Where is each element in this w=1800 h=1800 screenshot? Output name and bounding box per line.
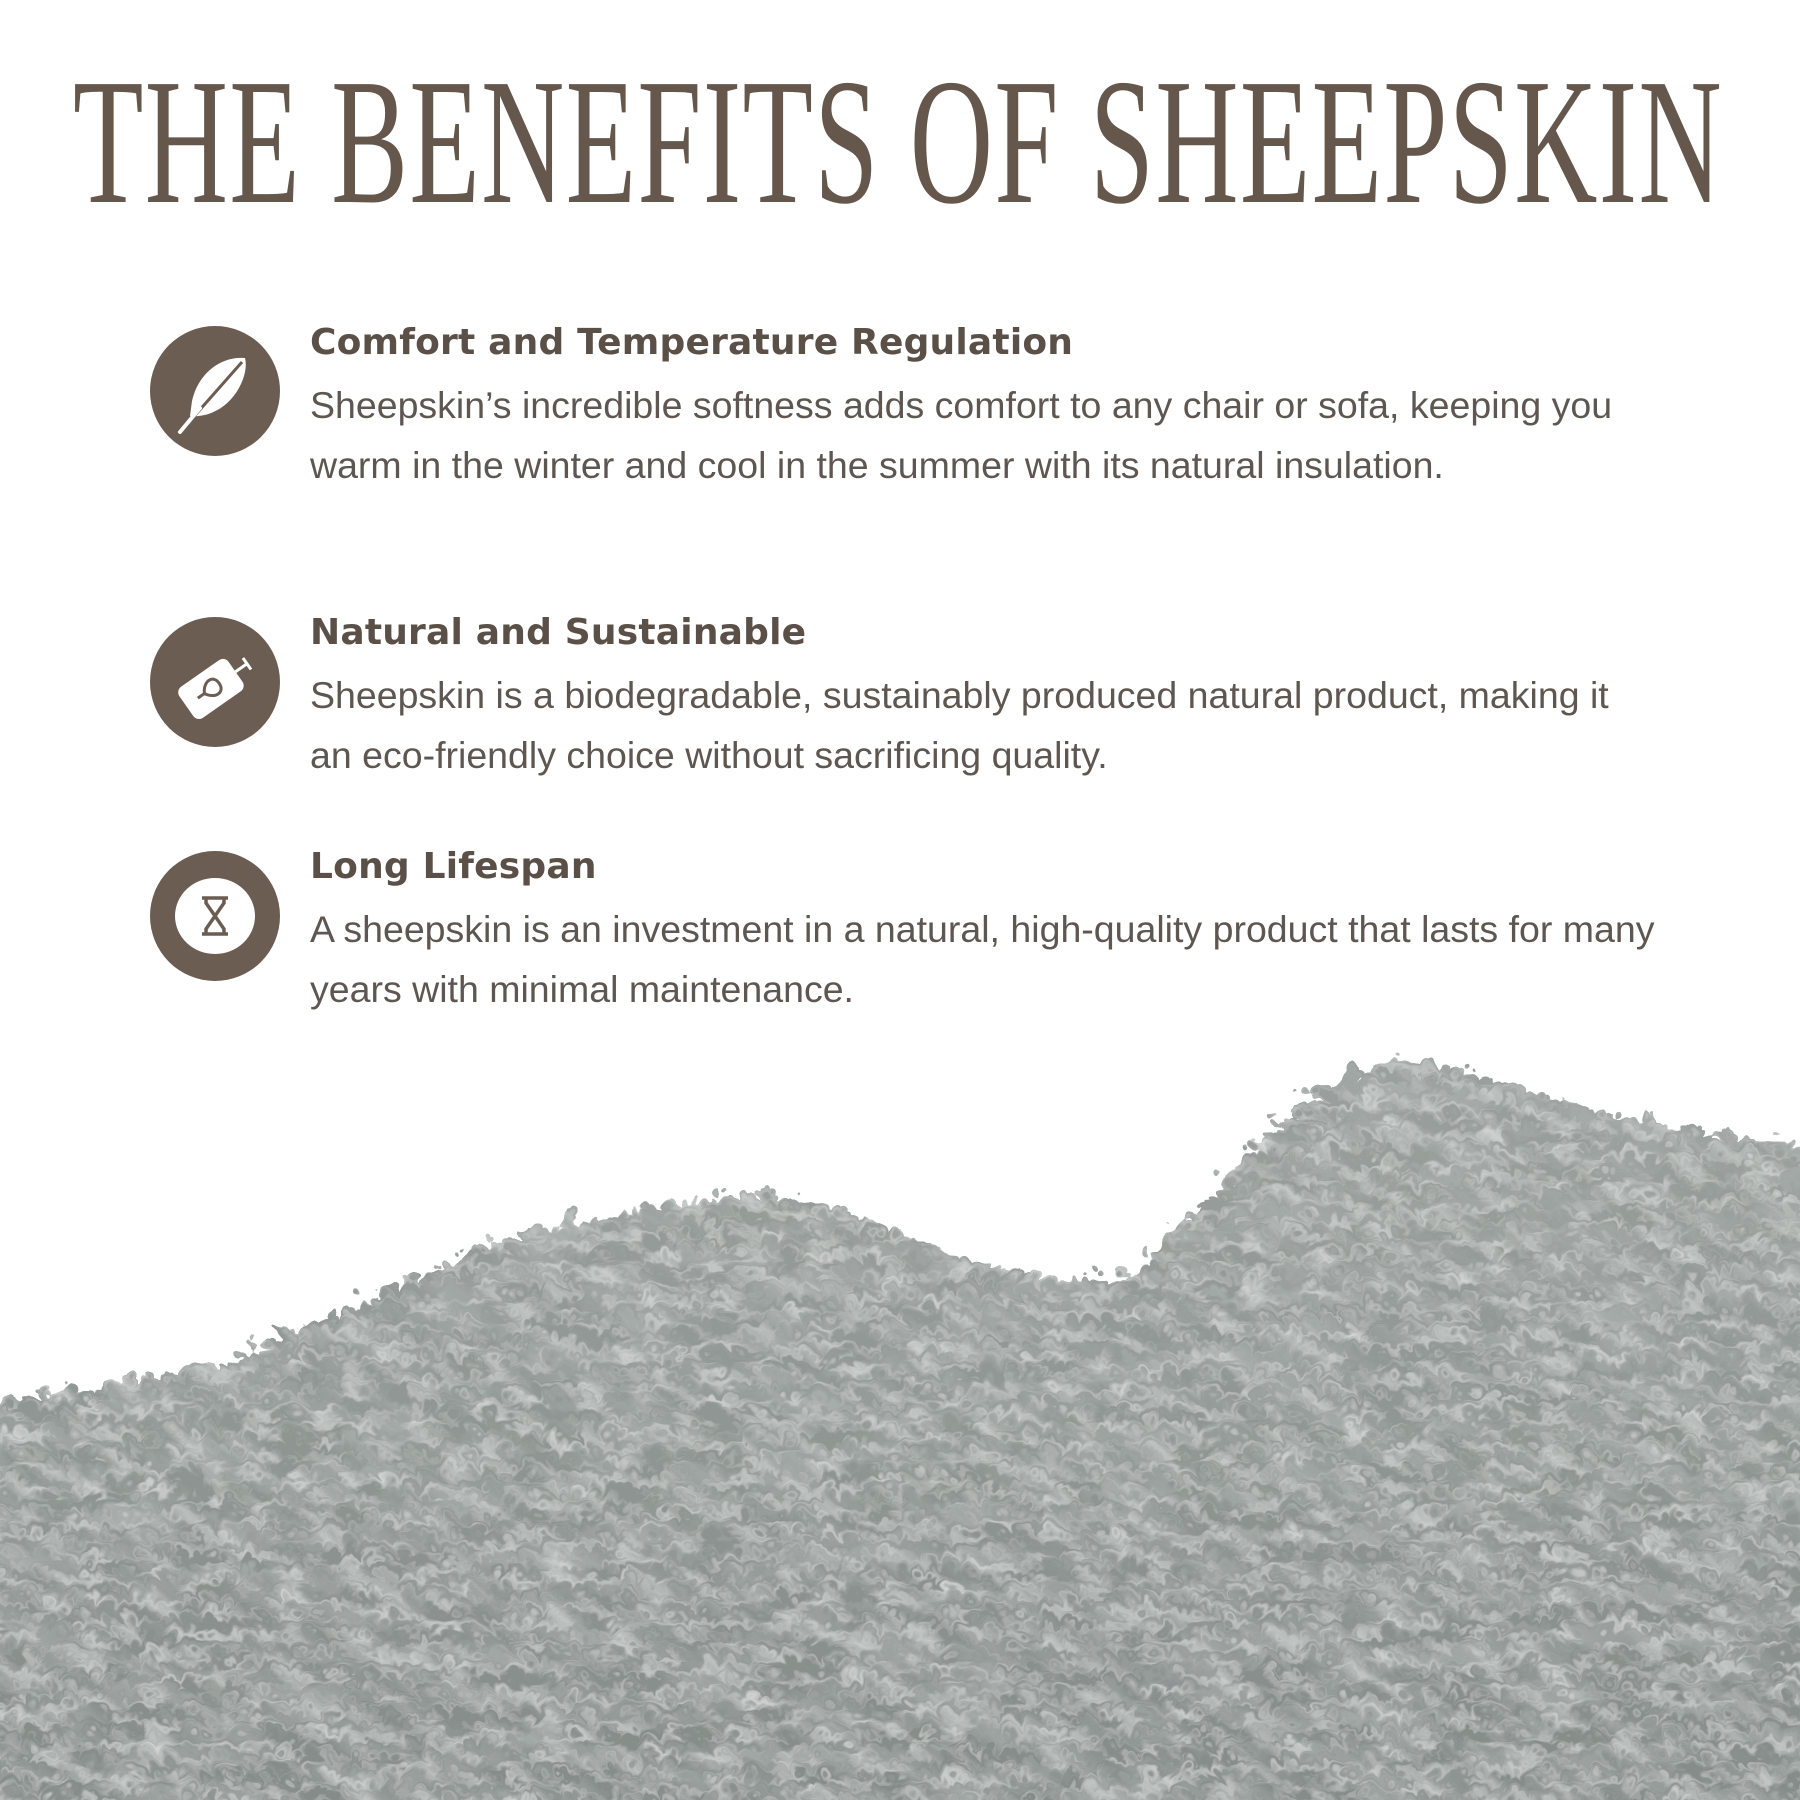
feather-icon bbox=[150, 326, 280, 456]
hourglass-icon bbox=[150, 851, 280, 981]
benefit-description: A sheepskin is an investment in a natura… bbox=[310, 908, 1655, 1010]
page-title: THE BENEFITS OF SHEEPSKIN bbox=[73, 42, 1723, 241]
benefit-heading: Natural and Sustainable bbox=[310, 612, 807, 653]
fur-shape bbox=[0, 1050, 1800, 1800]
eco-tag-icon bbox=[150, 617, 280, 747]
benefit-description: Sheepskin’s incredible softness adds com… bbox=[310, 384, 1613, 486]
benefit-heading: Comfort and Temperature Regulation bbox=[310, 322, 1074, 363]
benefit-description: Sheepskin is a biodegradable, sustainabl… bbox=[310, 674, 1609, 776]
benefit-heading: Long Lifespan bbox=[310, 846, 597, 887]
